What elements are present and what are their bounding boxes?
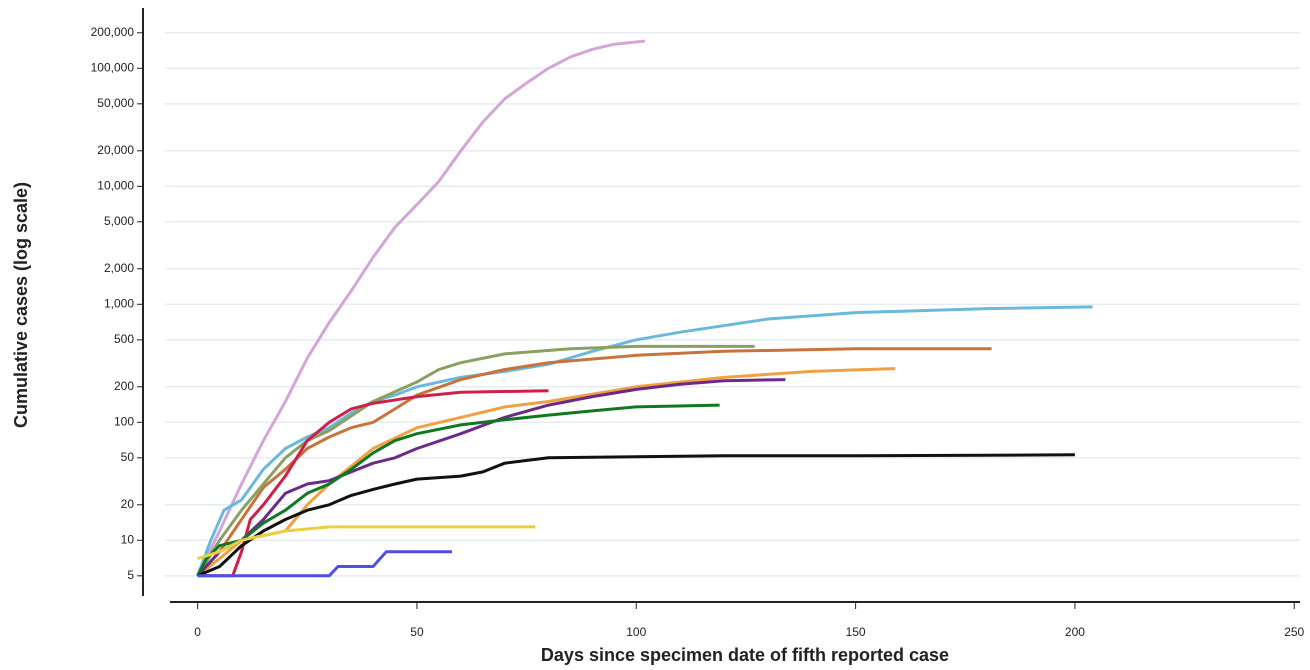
x-tick-label: 250 [1284, 625, 1304, 639]
y-tick-label: 200,000 [91, 25, 135, 39]
y-axis-title: Cumulative cases (log scale) [11, 182, 31, 428]
x-tick-label: 0 [194, 625, 201, 639]
series-line [196, 344, 755, 577]
x-tick-label: 50 [410, 625, 424, 639]
y-tick-label: 2,000 [104, 261, 134, 275]
y-tick-label: 1,000 [104, 296, 134, 310]
y-tick-label: 5 [127, 568, 134, 582]
series-line [196, 39, 646, 577]
y-tick-label: 50,000 [97, 96, 134, 110]
y-tick-label: 500 [114, 332, 134, 346]
series-line [197, 525, 536, 561]
series-line [197, 453, 1075, 578]
x-tick-label: 150 [846, 625, 866, 639]
series-line [196, 305, 1093, 577]
series-line [196, 367, 896, 577]
series-line [197, 550, 452, 578]
y-tick-label: 100 [114, 414, 134, 428]
series-line [197, 389, 549, 578]
series-line [196, 378, 786, 577]
x-axis-title: Days since specimen date of fifth report… [541, 645, 949, 665]
y-tick-label: 20 [121, 497, 135, 511]
x-tick-label: 200 [1065, 625, 1085, 639]
x-tick-label: 100 [626, 625, 646, 639]
y-tick-label: 5,000 [104, 214, 134, 228]
y-tick-label: 200 [114, 379, 134, 393]
y-tick-label: 100,000 [91, 60, 135, 74]
y-tick-label: 10 [121, 532, 135, 546]
y-tick-label: 20,000 [97, 143, 134, 157]
y-tick-label: 10,000 [97, 178, 134, 192]
series-line [196, 347, 992, 577]
y-tick-label: 50 [121, 450, 135, 464]
